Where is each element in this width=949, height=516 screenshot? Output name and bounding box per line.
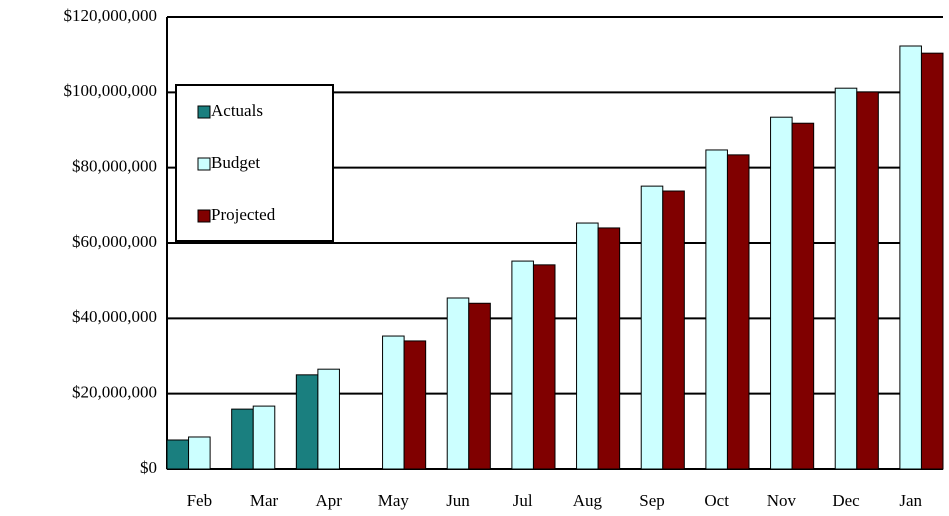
x-tick-label: Aug [573, 491, 603, 510]
x-tick-label: Mar [250, 491, 279, 510]
bar [899, 45, 922, 470]
bar [770, 116, 793, 470]
bar [856, 91, 879, 470]
bar [576, 222, 599, 470]
bar [231, 408, 254, 470]
bar [317, 368, 340, 470]
x-tick-label: Jan [899, 491, 922, 510]
bar [511, 260, 534, 470]
bar [532, 264, 556, 470]
bar [295, 374, 319, 470]
legend-swatch [197, 105, 211, 119]
y-tick-label: $20,000,000 [72, 383, 157, 402]
y-tick-label: $80,000,000 [72, 157, 157, 176]
bar [726, 154, 750, 470]
legend-swatch [197, 157, 211, 171]
x-tick-label: Feb [187, 491, 213, 510]
legend-swatch [197, 209, 211, 223]
y-tick-label: $60,000,000 [72, 232, 157, 251]
y-tick-label: $100,000,000 [64, 81, 158, 100]
x-tick-label: Oct [704, 491, 729, 510]
bar [382, 335, 405, 470]
x-tick-label: Dec [832, 491, 860, 510]
x-tick-label: Jun [446, 491, 470, 510]
x-tick-label: May [378, 491, 410, 510]
bar [403, 340, 427, 470]
bar [640, 185, 664, 470]
x-tick-label: Nov [767, 491, 797, 510]
y-tick-label: $120,000,000 [64, 6, 158, 25]
bar [468, 302, 491, 470]
legend-label: Budget [211, 153, 260, 172]
x-tick-label: Jul [513, 491, 533, 510]
legend-label: Actuals [211, 101, 263, 120]
y-tick-label: $0 [140, 458, 157, 477]
bar [705, 149, 728, 470]
bar [920, 52, 944, 470]
bar [252, 405, 276, 470]
x-tick-label: Apr [315, 491, 342, 510]
bar [188, 436, 211, 470]
y-tick-label: $40,000,000 [72, 307, 157, 326]
bar [166, 439, 190, 470]
bar [662, 190, 685, 470]
bar [446, 297, 470, 470]
legend-label: Projected [211, 205, 276, 224]
x-tick-label: Sep [639, 491, 665, 510]
bar [791, 122, 815, 470]
bar [834, 87, 858, 470]
bar [597, 227, 621, 470]
